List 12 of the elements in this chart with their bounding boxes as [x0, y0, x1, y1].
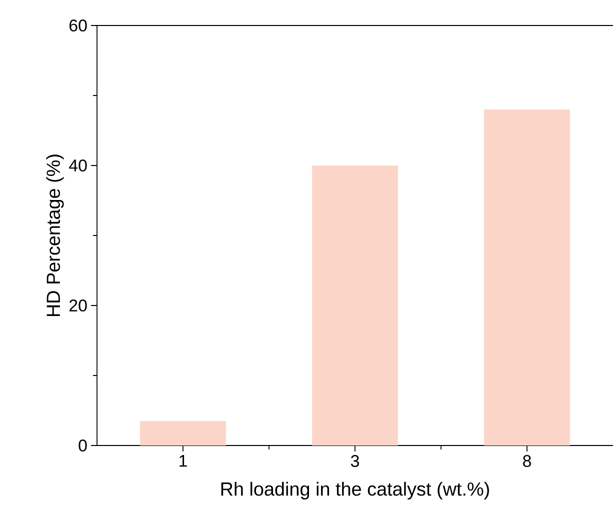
bar — [140, 421, 226, 446]
bar — [484, 109, 570, 446]
y-tick-label: 40 — [69, 160, 87, 172]
y-tick-label: 0 — [78, 440, 87, 452]
x-tick-label: 1 — [180, 455, 187, 467]
x-tick-label: 8 — [523, 455, 531, 468]
x-tick-label: 3 — [350, 455, 359, 468]
y-axis-title: HD Percentage (%) — [46, 154, 64, 316]
bar — [312, 165, 398, 446]
y-tick-label: 60 — [70, 20, 87, 32]
x-axis-title: Rh loading in the catalyst (wt.%) — [221, 482, 489, 500]
y-tick-label: 20 — [70, 300, 87, 312]
